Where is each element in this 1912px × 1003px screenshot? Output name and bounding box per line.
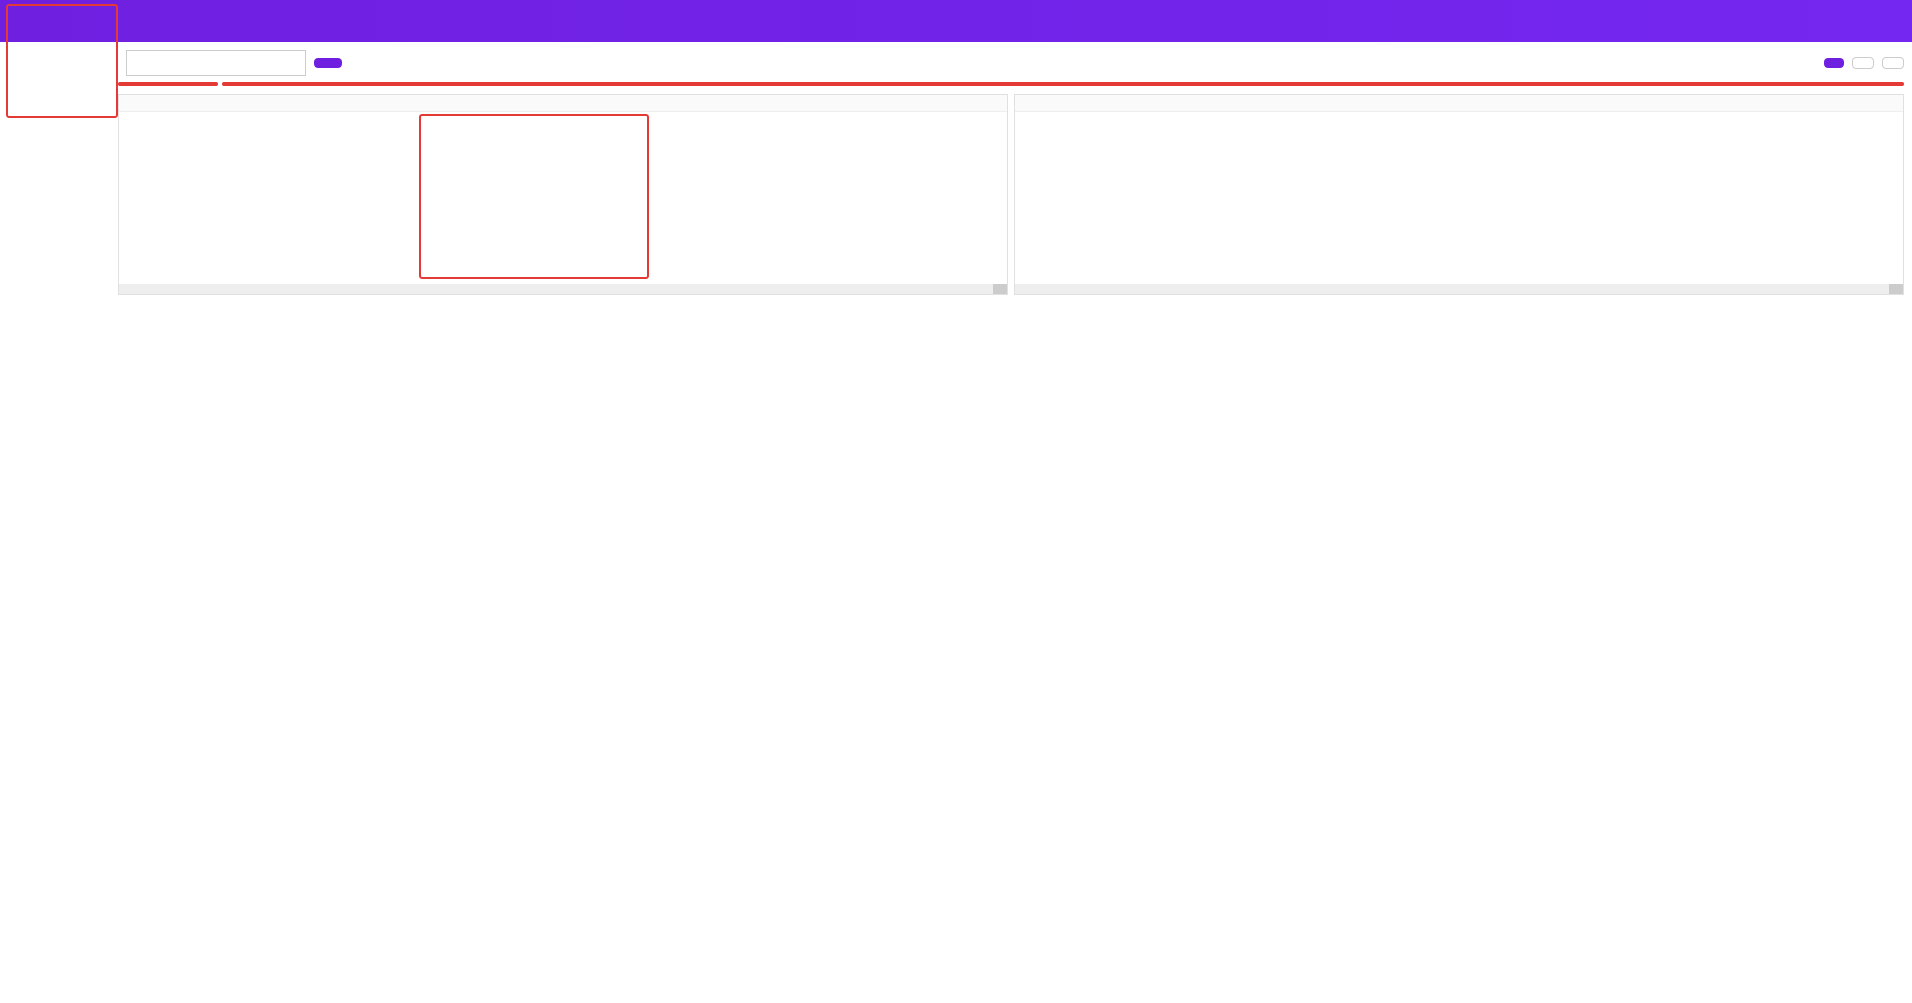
data-table (222, 82, 1904, 86)
log-right (1014, 94, 1904, 295)
token-input[interactable] (126, 50, 306, 76)
type-column (118, 82, 218, 86)
log1-h-det (419, 95, 1007, 111)
log1-h-dom (299, 95, 419, 111)
log2-h-dom (1683, 95, 1813, 111)
scrollbar[interactable] (1015, 284, 1903, 294)
scrollbar[interactable] (119, 284, 1007, 294)
save-button[interactable] (314, 58, 342, 68)
log1-h-time (119, 95, 209, 111)
highlight-box-detail (419, 114, 649, 279)
log1-h-type (209, 95, 299, 111)
log2-h-pub (1603, 95, 1683, 111)
log2-h-title (1015, 95, 1603, 111)
reserve-words-button[interactable] (1852, 57, 1874, 69)
clear-info-button[interactable] (1882, 57, 1904, 69)
header (0, 0, 1912, 42)
log2-h-time (1813, 95, 1903, 111)
tip-bar (118, 50, 1904, 76)
add-site-button[interactable] (1824, 58, 1844, 68)
sidebar (0, 42, 118, 295)
log-left (118, 94, 1008, 295)
